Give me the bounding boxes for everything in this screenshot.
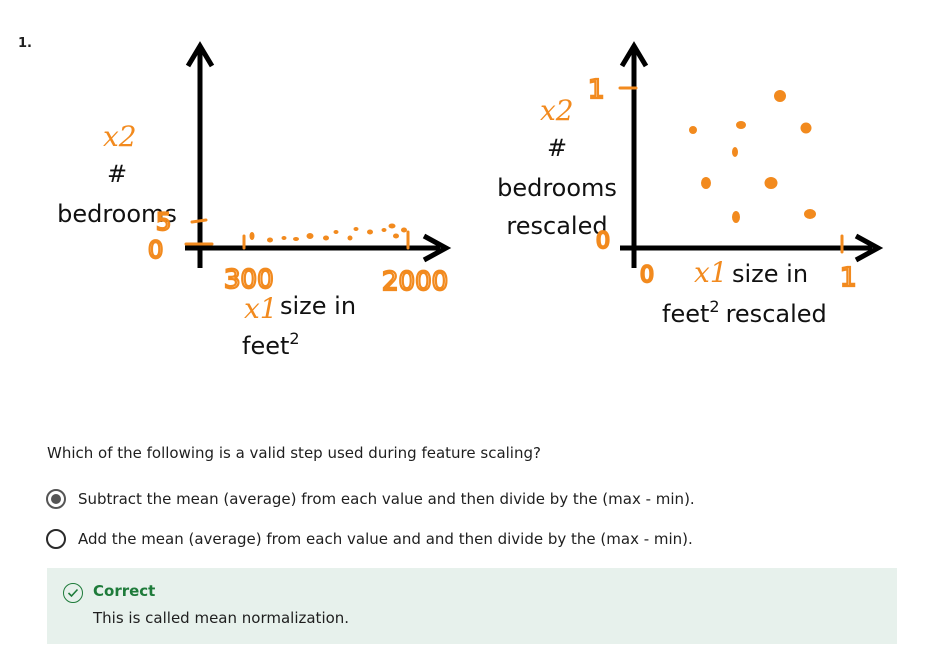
data-point — [306, 233, 314, 239]
option-subtract-mean[interactable]: Subtract the mean (average) from each va… — [46, 489, 695, 509]
data-point — [333, 230, 339, 234]
data-point — [347, 235, 353, 241]
left-x-label-line2: feet2 — [242, 329, 300, 360]
data-point — [774, 90, 786, 102]
left-y-label-line2: bedrooms — [57, 200, 177, 228]
left-data-points — [249, 223, 407, 243]
right-y-var-label: x2 — [540, 94, 574, 127]
data-point — [267, 237, 273, 243]
radio-unselected-icon[interactable] — [46, 529, 66, 549]
left-x-tick-high: 2000 — [382, 267, 448, 297]
left-plot: x2 # bedrooms 5 0 300 2000 — [57, 41, 452, 360]
left-x-tick-low: 300 — [224, 265, 274, 295]
data-point — [800, 122, 812, 134]
right-y-tick-high: 1 — [588, 75, 605, 105]
data-point — [689, 126, 697, 134]
right-y-label-line1: # — [547, 134, 567, 162]
data-point — [701, 177, 711, 189]
left-y-tick-mark-high — [190, 218, 208, 224]
feature-scaling-figure: x2 # bedrooms 5 0 300 2000 — [57, 41, 884, 360]
data-point — [401, 227, 407, 233]
feedback-panel: Correct This is called mean normalizatio… — [47, 568, 897, 644]
option-add-mean[interactable]: Add the mean (average) from each value a… — [46, 529, 693, 549]
right-x-var-label: x1 — [694, 256, 728, 289]
left-x-var-label: x1 — [244, 292, 278, 325]
data-point — [736, 121, 746, 129]
left-y-tick-low: 0 — [148, 236, 163, 264]
right-x-label-line1: size in — [732, 260, 808, 288]
right-y-label-line3: rescaled — [506, 212, 607, 240]
left-y-arrowhead — [185, 41, 215, 68]
data-point — [353, 227, 359, 231]
question-text: Which of the following is a valid step u… — [47, 444, 541, 462]
data-point — [804, 209, 816, 219]
data-point — [388, 223, 396, 229]
radio-selected-icon[interactable] — [46, 489, 66, 509]
data-point — [381, 228, 387, 232]
feedback-status: Correct — [93, 582, 156, 600]
data-point — [732, 211, 740, 223]
option-label: Subtract the mean (average) from each va… — [78, 490, 695, 508]
right-x-label-line2: feet2 rescaled — [662, 297, 827, 328]
option-label: Add the mean (average) from each value a… — [78, 530, 693, 548]
data-point — [249, 232, 255, 240]
data-point — [764, 177, 778, 189]
data-point — [293, 237, 299, 241]
left-y-label-line1: # — [107, 160, 127, 188]
data-point — [393, 233, 399, 239]
right-data-points — [689, 90, 816, 223]
data-point — [323, 235, 329, 241]
feedback-message: This is called mean normalization. — [93, 609, 350, 627]
data-point — [281, 236, 287, 240]
left-x-arrowhead — [422, 233, 452, 263]
left-x-label-line1: size in — [280, 292, 356, 320]
right-y-tick-low: 0 — [596, 229, 610, 254]
left-y-var-label: x2 — [103, 120, 137, 153]
data-point — [367, 229, 373, 235]
right-plot: x2 # bedrooms rescaled 1 0 0 1 x1 size i… — [497, 41, 884, 328]
check-circle-icon — [63, 583, 83, 603]
question-number: 1. — [18, 36, 32, 51]
right-x-arrowhead — [854, 233, 884, 263]
right-x-tick-low: 0 — [640, 263, 654, 288]
right-y-arrowhead — [619, 41, 649, 68]
right-x-tick-high: 1 — [840, 263, 857, 293]
left-y-tick-high: 5 — [156, 208, 171, 236]
data-point — [732, 147, 738, 157]
right-y-label-line2: bedrooms — [497, 174, 617, 202]
